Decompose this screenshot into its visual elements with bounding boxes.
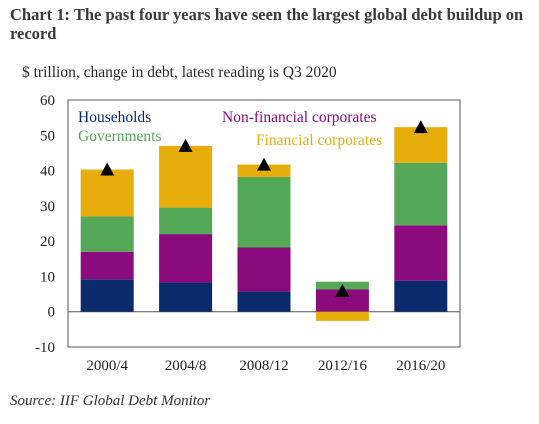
markers-group — [100, 120, 428, 297]
y-tick-label: 30 — [40, 199, 55, 215]
bar-segment-non-financial-corporates-3 — [315, 289, 369, 312]
chart-title: Chart 1: The past four years have seen t… — [10, 5, 524, 43]
source-note: Source: IIF Global Debt Monitor — [10, 393, 211, 409]
y-tick-label: 10 — [40, 269, 55, 285]
bar-segment-financial-corporates-2 — [237, 164, 291, 177]
legend-financial-corporates: Financial corporates — [256, 132, 382, 149]
total-marker-1 — [178, 138, 193, 152]
bar-segment-governments-0 — [80, 216, 134, 252]
total-marker-3 — [335, 283, 350, 297]
x-tick-label: 2016/20 — [396, 358, 445, 374]
bar-segment-households-1 — [159, 282, 213, 312]
y-axis-ticks: 60 50 40 30 20 10 0 -10 — [35, 93, 55, 356]
bar-segment-financial-corporates-1 — [159, 145, 213, 208]
bar-segment-non-financial-corporates-1 — [159, 234, 213, 283]
total-marker-2 — [257, 157, 271, 171]
x-axis-ticks: 2000/4 2004/8 2008/12 2012/16 2016/20 — [86, 358, 445, 374]
bar-segment-non-financial-corporates-0 — [80, 251, 134, 280]
bar-segment-households-0 — [80, 279, 134, 312]
total-marker-0 — [100, 162, 115, 176]
bar-segment-households-4 — [394, 280, 448, 312]
plot-frame — [67, 99, 461, 348]
x-tick-label: 2012/16 — [318, 358, 368, 374]
legend-non-financial-corporates: Non-financial corporates — [222, 109, 377, 126]
bar-segment-governments-4 — [394, 162, 448, 226]
bar-segment-non-financial-corporates-4 — [394, 225, 448, 281]
bar-segment-households-2 — [237, 291, 291, 312]
y-tick-label: 60 — [40, 93, 55, 109]
bar-segment-governments-2 — [237, 176, 291, 248]
bars-group — [80, 127, 448, 321]
bar-segment-non-financial-corporates-2 — [237, 247, 291, 292]
x-tick-label: 2004/8 — [165, 358, 207, 374]
bar-segment-governments-1 — [159, 207, 213, 235]
legend-households: Households — [78, 109, 151, 126]
y-tick-label: 50 — [40, 128, 55, 144]
bar-segment-financial-corporates-0 — [80, 169, 134, 217]
total-marker-4 — [413, 120, 428, 134]
x-tick-label: 2008/12 — [239, 358, 288, 374]
legend-governments: Governments — [78, 128, 162, 145]
chart-subtitle: $ trillion, change in debt, latest readi… — [22, 64, 337, 81]
x-tick-label: 2000/4 — [86, 358, 128, 374]
y-tick-label: 40 — [40, 164, 55, 180]
y-tick-label: 20 — [40, 234, 55, 250]
bar-segment-financial-corporates-3 — [315, 311, 369, 321]
y-tick-label: -10 — [35, 340, 55, 356]
y-tick-label: 0 — [48, 305, 56, 321]
